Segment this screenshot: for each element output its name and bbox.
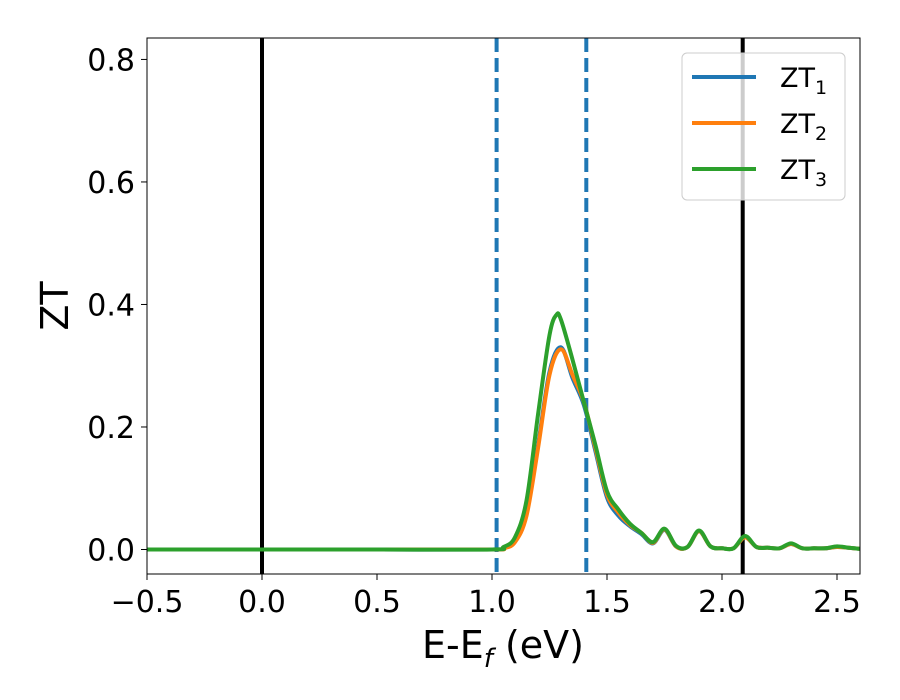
legend-box — [681, 52, 846, 201]
y-axis-ticks: 0.0 0.2 0.4 0.6 0.8 — [87, 43, 147, 568]
y-tick-label: 0.0 — [87, 533, 135, 568]
y-tick-label: 0.2 — [87, 411, 135, 446]
legend: ZT1 ZT2 ZT3 — [681, 52, 846, 201]
x-tick-label: 0.5 — [353, 585, 401, 620]
x-tick-label: −0.5 — [111, 585, 184, 620]
legend-label-zt3: ZT3 — [780, 155, 827, 191]
series-lines — [147, 311, 860, 552]
x-tick-label: 2.5 — [813, 585, 861, 620]
legend-label-zt1: ZT1 — [780, 63, 827, 99]
x-tick-label: 0.0 — [238, 585, 286, 620]
series-line-zt3 — [147, 311, 860, 552]
series-line-zt2 — [147, 347, 860, 552]
y-tick-label: 0.6 — [87, 166, 135, 201]
x-axis-label: E-Ef (eV) — [422, 623, 584, 674]
y-tick-label: 0.4 — [87, 288, 135, 323]
x-tick-label: 2.0 — [698, 585, 746, 620]
x-axis-ticks: −0.5 0.0 0.5 1.0 1.5 2.0 2.5 — [111, 574, 861, 620]
reference-lines — [260, 38, 745, 574]
x-tick-label: 1.0 — [468, 585, 516, 620]
x-tick-label: 1.5 — [583, 585, 631, 620]
y-tick-label: 0.8 — [87, 43, 135, 78]
plot-frame — [146, 37, 861, 575]
series-line-zt1 — [147, 345, 860, 552]
y-axis-label: ZT — [33, 281, 77, 331]
legend-label-zt2: ZT2 — [780, 109, 827, 145]
